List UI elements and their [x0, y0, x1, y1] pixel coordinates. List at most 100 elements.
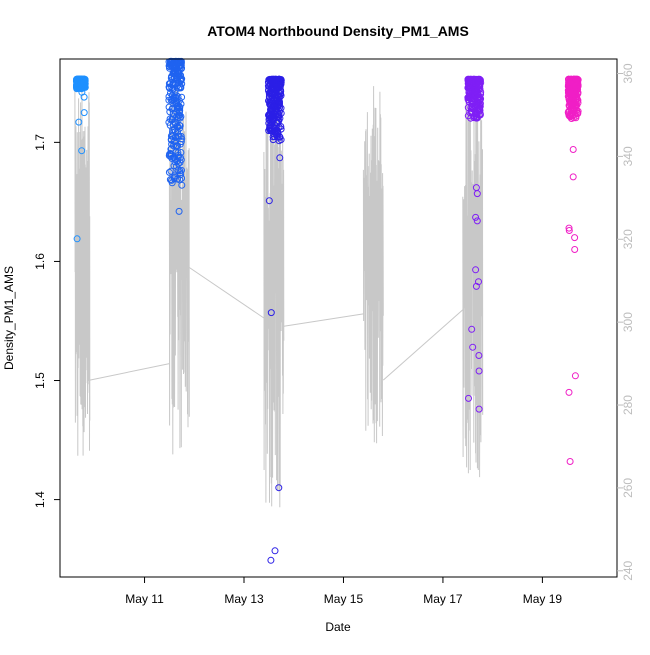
data-point — [268, 108, 276, 116]
data-point — [267, 76, 275, 83]
data-point — [265, 97, 272, 105]
data-point — [566, 458, 574, 465]
data-point — [468, 325, 476, 333]
data-point — [473, 190, 481, 198]
data-point — [177, 149, 185, 156]
data-point — [175, 207, 183, 215]
points-layer — [72, 57, 582, 564]
data-point — [266, 100, 274, 108]
data-point — [173, 68, 181, 76]
line-dense-segment — [168, 86, 190, 455]
data-point — [571, 246, 579, 253]
right-tick-label: 320 — [621, 229, 635, 249]
data-point — [474, 102, 482, 110]
data-point — [464, 104, 472, 112]
data-point — [165, 118, 173, 126]
data-point — [473, 113, 481, 121]
y-tick-label: 1.7 — [33, 134, 47, 151]
data-point — [472, 266, 480, 274]
data-point — [468, 109, 476, 117]
right-tick-label: 280 — [621, 395, 635, 415]
data-point — [80, 109, 88, 117]
data-point — [174, 123, 181, 131]
axes: May 11 May 13 May 15 May 17 May 19 1.4 1.5 1.6 1… — [33, 63, 635, 606]
data-point — [269, 75, 277, 83]
right-tick-label: 360 — [621, 63, 635, 83]
data-point — [273, 78, 281, 86]
data-point — [173, 103, 181, 111]
data-point — [171, 172, 179, 180]
line-dense-segment — [462, 86, 484, 478]
data-point — [565, 227, 573, 234]
line-series — [74, 81, 484, 508]
data-point — [178, 174, 186, 182]
x-axis-label: Date — [325, 620, 351, 634]
data-point — [271, 547, 279, 555]
data-point — [569, 146, 577, 153]
right-tick-label: 340 — [621, 146, 635, 166]
data-point — [268, 92, 276, 100]
y-axis-label: Density_PM1_AMS — [2, 266, 16, 370]
data-point — [166, 108, 174, 116]
data-point — [473, 217, 481, 225]
data-point — [475, 94, 483, 102]
right-tick-label: 240 — [621, 560, 635, 580]
data-point — [169, 113, 177, 121]
data-point — [565, 76, 573, 84]
data-point — [469, 343, 477, 351]
data-point — [265, 119, 273, 127]
x-tick-label: May 15 — [324, 592, 364, 606]
chart-title: ATOM4 Northbound Density_PM1_AMS — [207, 23, 469, 39]
data-point — [165, 103, 173, 111]
data-point — [277, 78, 285, 86]
data-point — [475, 367, 483, 375]
data-point — [470, 91, 478, 99]
data-point — [567, 112, 575, 120]
data-point — [173, 162, 180, 170]
data-point — [565, 224, 573, 232]
data-point — [571, 372, 579, 380]
data-point — [267, 556, 275, 564]
data-point — [170, 68, 178, 76]
data-point — [276, 154, 284, 162]
line-dense-segment — [263, 86, 285, 508]
data-point — [574, 96, 582, 104]
data-point — [573, 80, 581, 88]
data-point — [274, 85, 282, 93]
data-point — [475, 81, 483, 89]
data-point — [572, 83, 580, 91]
data-point — [472, 213, 480, 221]
data-point — [572, 75, 580, 83]
data-point — [567, 99, 575, 107]
data-point — [171, 158, 179, 166]
line-connector — [184, 263, 265, 319]
data-point — [167, 167, 175, 175]
data-point — [73, 79, 81, 87]
data-point — [177, 132, 185, 140]
data-point — [165, 93, 173, 101]
data-point — [569, 173, 577, 181]
line-dense-segment — [362, 86, 384, 444]
data-point — [566, 87, 574, 95]
data-point — [171, 155, 179, 163]
data-point — [166, 176, 174, 184]
data-point — [176, 167, 184, 175]
data-point — [169, 128, 176, 136]
right-tick-label: 260 — [621, 478, 635, 498]
data-point — [78, 75, 85, 83]
data-point — [467, 92, 475, 100]
data-point — [169, 81, 177, 89]
data-point — [472, 109, 480, 117]
data-point — [277, 136, 285, 144]
data-point — [174, 114, 182, 122]
data-point — [277, 92, 285, 100]
y-tick-label: 1.5 — [33, 372, 47, 389]
data-point — [173, 82, 181, 90]
data-point — [276, 104, 283, 112]
data-point — [467, 114, 475, 122]
data-point — [167, 145, 175, 153]
data-point — [73, 235, 81, 243]
data-point — [571, 90, 578, 98]
line-connector — [382, 309, 464, 381]
